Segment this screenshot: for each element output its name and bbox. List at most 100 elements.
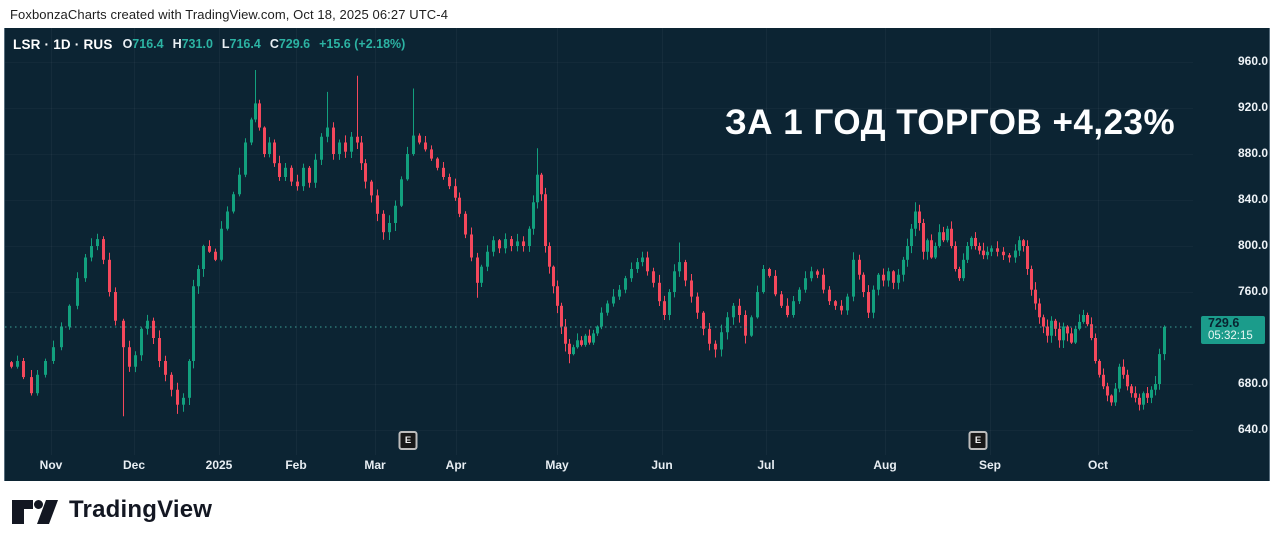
candle-body (540, 174, 543, 195)
candle-body (1030, 269, 1033, 290)
candlestick-plot[interactable] (5, 28, 1271, 481)
ohlc-values: O716.4 H731.0 L716.4 C729.6 (123, 37, 311, 51)
earnings-marker[interactable]: E (968, 431, 988, 450)
candle-body (762, 269, 765, 292)
candle-body (768, 269, 771, 276)
candle-body (882, 274, 885, 281)
candle-body (448, 177, 451, 187)
candle-body (641, 257, 644, 263)
candle-body (834, 301, 837, 306)
candle-body (16, 361, 19, 367)
earnings-marker[interactable]: E (398, 431, 418, 450)
time-tick-label: Feb (285, 458, 307, 472)
candle-body (798, 289, 801, 302)
candle-body (690, 280, 693, 297)
candle-body (596, 326, 599, 334)
price-tick-label: 640.0 (1237, 422, 1269, 436)
candle-body (810, 271, 813, 279)
candle-body (942, 232, 945, 241)
candle-body (872, 289, 875, 313)
candle-body (356, 136, 359, 143)
candle-body (658, 282, 661, 302)
candle-body (786, 305, 789, 315)
candle-body (202, 246, 205, 269)
candle-body (244, 142, 247, 175)
candle-body (636, 262, 639, 269)
price-tick-label: 880.0 (1237, 146, 1269, 160)
candle-body (732, 305, 735, 318)
candle-body (320, 136, 323, 160)
candle-body (476, 257, 479, 283)
candle-body (1046, 326, 1049, 336)
candle-body (360, 142, 363, 164)
last-price-badge: 729.6 05:32:15 (1201, 315, 1265, 344)
candle-body (580, 340, 583, 345)
candle-body (430, 149, 433, 159)
candle-body (738, 305, 741, 315)
candle-body (84, 257, 87, 279)
candle-body (970, 237, 973, 246)
candle-body (536, 174, 539, 203)
price-tick-label: 680.0 (1237, 376, 1269, 390)
candle-body (278, 163, 281, 177)
candle-body (946, 228, 949, 241)
candle-body (1154, 384, 1157, 390)
candle-body (982, 250, 985, 256)
candle-body (510, 239, 513, 246)
time-tick-label: Dec (122, 458, 146, 472)
attribution-bar: FoxbonzaCharts created with TradingView.… (0, 0, 1281, 28)
candle-body (140, 328, 143, 356)
candle-body (646, 257, 649, 272)
candle-body (1086, 315, 1089, 325)
candle-body (930, 240, 933, 258)
candle-body (954, 246, 957, 269)
attribution-text: FoxbonzaCharts created with TradingView.… (10, 6, 449, 22)
candle-body (102, 239, 105, 260)
candle-body (220, 228, 223, 260)
candle-body (1074, 328, 1077, 343)
candle-body (696, 296, 699, 313)
candle-body (606, 303, 609, 313)
candle-body (284, 167, 287, 177)
candle-body (176, 389, 179, 405)
candle-body (1022, 240, 1025, 246)
candle-body (840, 305, 843, 311)
candle-body (1122, 366, 1125, 375)
time-tick-label: Jul (757, 458, 775, 472)
candle-body (1008, 255, 1011, 258)
candle-body (238, 174, 241, 195)
candle-body (774, 275, 777, 295)
candle-body (418, 135, 421, 143)
candle-body (436, 158, 439, 168)
candle-body (492, 240, 495, 252)
candle-body (822, 274, 825, 290)
candle-body (1110, 395, 1113, 403)
time-tick-label: Jun (651, 458, 673, 472)
candle-body (1138, 397, 1141, 405)
candle-body (780, 294, 783, 306)
candle-body (22, 361, 25, 378)
candle-body (1126, 374, 1129, 387)
candle-body (96, 239, 99, 246)
candle-body (612, 296, 615, 304)
tradingview-logo[interactable]: TradingView (10, 494, 212, 526)
candle-body (522, 241, 525, 246)
time-tick-label: Oct (1087, 458, 1109, 472)
candle-body (990, 248, 993, 252)
candle-body (630, 269, 633, 279)
candle-body (858, 259, 861, 275)
candle-body (966, 246, 969, 260)
bar-countdown: 05:32:15 (1208, 330, 1253, 343)
candle-body (254, 103, 257, 120)
chart-area[interactable]: ЗА 1 ГОД ТОРГОВ +4,23% LSR · 1D · RUS O7… (4, 28, 1270, 481)
candle-body (918, 211, 921, 223)
ohlc-pair: C729.6 (269, 37, 311, 51)
candle-body (114, 292, 117, 321)
candle-body (1130, 386, 1133, 394)
candle-body (1070, 333, 1073, 343)
candle-body (962, 259, 965, 279)
candle-body (892, 271, 895, 283)
change-value: +15.6 (+2.18%) (319, 37, 406, 51)
candle-body (938, 232, 941, 246)
candle-body (382, 213, 385, 233)
